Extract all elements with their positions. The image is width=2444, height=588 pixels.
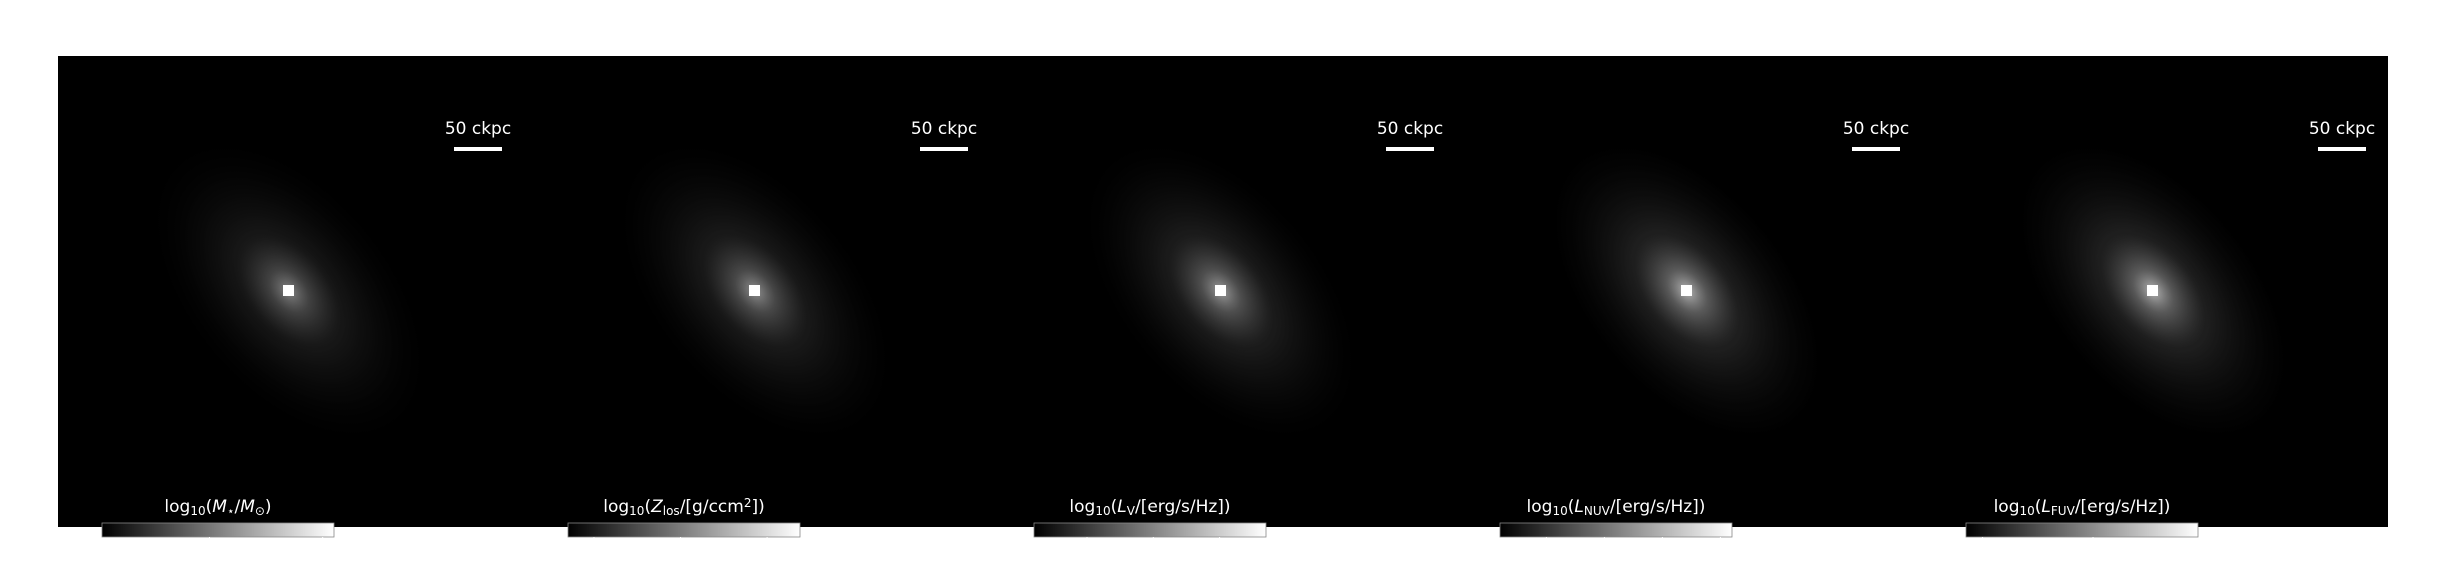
- colorbar-label-part: Z: [650, 497, 663, 517]
- colorbar-label-part: /[g/ccm: [680, 497, 744, 517]
- colorbar-label-part: (: [644, 497, 651, 517]
- colorbar-label-part: 10: [2020, 504, 2035, 518]
- galaxy-center: [749, 285, 760, 296]
- galaxy-center: [1215, 285, 1226, 296]
- colorbar-tick-label: −10: [576, 546, 612, 566]
- scale-bar-label: 50 ckpc: [2309, 119, 2375, 139]
- colorbar: [1499, 522, 1733, 538]
- panel: 50 ckpc log10(Zlos/[g/ccm2]) −10 −5 0: [524, 56, 990, 566]
- colorbar-label-part: (: [1568, 497, 1575, 517]
- colorbar-tick-label: 24: [1972, 546, 1994, 566]
- colorbar-tick-label: 8: [204, 546, 215, 566]
- colorbar-tick-label: 27: [1652, 546, 1674, 566]
- colorbar-label: log10(LNUV/[erg/s/Hz]): [1527, 497, 1706, 518]
- colorbar-label-part: 10: [1095, 504, 1110, 518]
- panel: 50 ckpc log10(LFUV/[erg/s/Hz]) 24 26: [1922, 56, 2388, 566]
- scale-bar-label: 50 ckpc: [911, 119, 977, 139]
- colorbar-label-part: NUV: [1584, 504, 1611, 518]
- colorbar-label-part: L: [1117, 497, 1126, 517]
- galaxy-center: [2147, 285, 2158, 296]
- scale-bar-label: 50 ckpc: [445, 119, 511, 139]
- colorbar-label-part: 10: [190, 504, 205, 518]
- colorbar-tick-label: 26: [1076, 546, 1098, 566]
- colorbar-label-part: ): [265, 497, 272, 517]
- colorbar-label-part: 2: [744, 496, 752, 510]
- colorbar-label-part: /: [234, 497, 240, 517]
- colorbar-tick-label: 28: [1209, 546, 1231, 566]
- galaxy-center: [283, 285, 294, 296]
- colorbar-tick-label: 10: [312, 546, 334, 566]
- colorbar-label-part: 10: [1552, 504, 1567, 518]
- colorbar: [101, 522, 335, 538]
- colorbar-tick-label: 0: [762, 546, 773, 566]
- panel: 50 ckpc log10(LNUV/[erg/s/Hz]) 25 26 27 28: [1456, 56, 1922, 566]
- colorbar-label-part: /[erg/s/Hz]): [1610, 497, 1706, 517]
- colorbar-label-part: 10: [629, 504, 644, 518]
- colorbar-label: log10(LV/[erg/s/Hz]): [1069, 497, 1230, 518]
- scale-bar-label: 50 ckpc: [1843, 119, 1909, 139]
- colorbar-label-part: /[erg/s/Hz]): [1135, 497, 1231, 517]
- colorbar-label: log10(LFUV/[erg/s/Hz]): [1994, 497, 2171, 518]
- colorbar-label-part: log: [603, 497, 629, 517]
- colorbar-label: log10(M⋆/M⊙): [164, 497, 271, 518]
- colorbar-label-part: (: [2035, 497, 2042, 517]
- colorbar-label-part: (: [206, 497, 213, 517]
- colorbar-tick-label: 28: [1710, 546, 1732, 566]
- colorbar-label-part: ⊙: [255, 504, 265, 518]
- colorbar-label-part: (: [1111, 497, 1118, 517]
- colorbar-label-part: M: [240, 497, 255, 517]
- colorbar-label-part: los: [663, 504, 680, 518]
- colorbar-label-part: FUV: [2051, 504, 2076, 518]
- colorbar-label-part: ]): [751, 497, 764, 517]
- colorbar-label-part: log: [1069, 497, 1095, 517]
- colorbar-tick-label: 26: [2082, 546, 2104, 566]
- colorbar-label-part: L: [1574, 497, 1583, 517]
- colorbar-label: log10(Zlos/[g/ccm2]): [603, 496, 764, 518]
- colorbar-label-part: V: [1127, 504, 1136, 518]
- colorbar-tick-label: 25: [1536, 546, 1558, 566]
- scale-bar-label: 50 ckpc: [1377, 119, 1443, 139]
- colorbar-label-part: ⋆: [227, 504, 235, 518]
- colorbar-label-part: log: [164, 497, 190, 517]
- colorbar-tick-label: 27: [1142, 546, 1164, 566]
- colorbar: [567, 522, 801, 538]
- colorbar-label-part: L: [2041, 497, 2050, 517]
- colorbar-label-part: log: [1994, 497, 2020, 517]
- colorbar-label-part: log: [1527, 497, 1553, 517]
- colorbar: [1965, 522, 2199, 538]
- colorbar-tick-label: −5: [668, 546, 693, 566]
- colorbar-label-part: /[erg/s/Hz]): [2075, 497, 2171, 517]
- galaxy-center: [1681, 285, 1692, 296]
- colorbar-label-part: M: [212, 497, 227, 517]
- panel: 50 ckpc log10(LV/[erg/s/Hz]) 26 27 28: [990, 56, 1456, 566]
- colorbar-tick-label: 26: [1594, 546, 1616, 566]
- colorbar: [1033, 522, 1267, 538]
